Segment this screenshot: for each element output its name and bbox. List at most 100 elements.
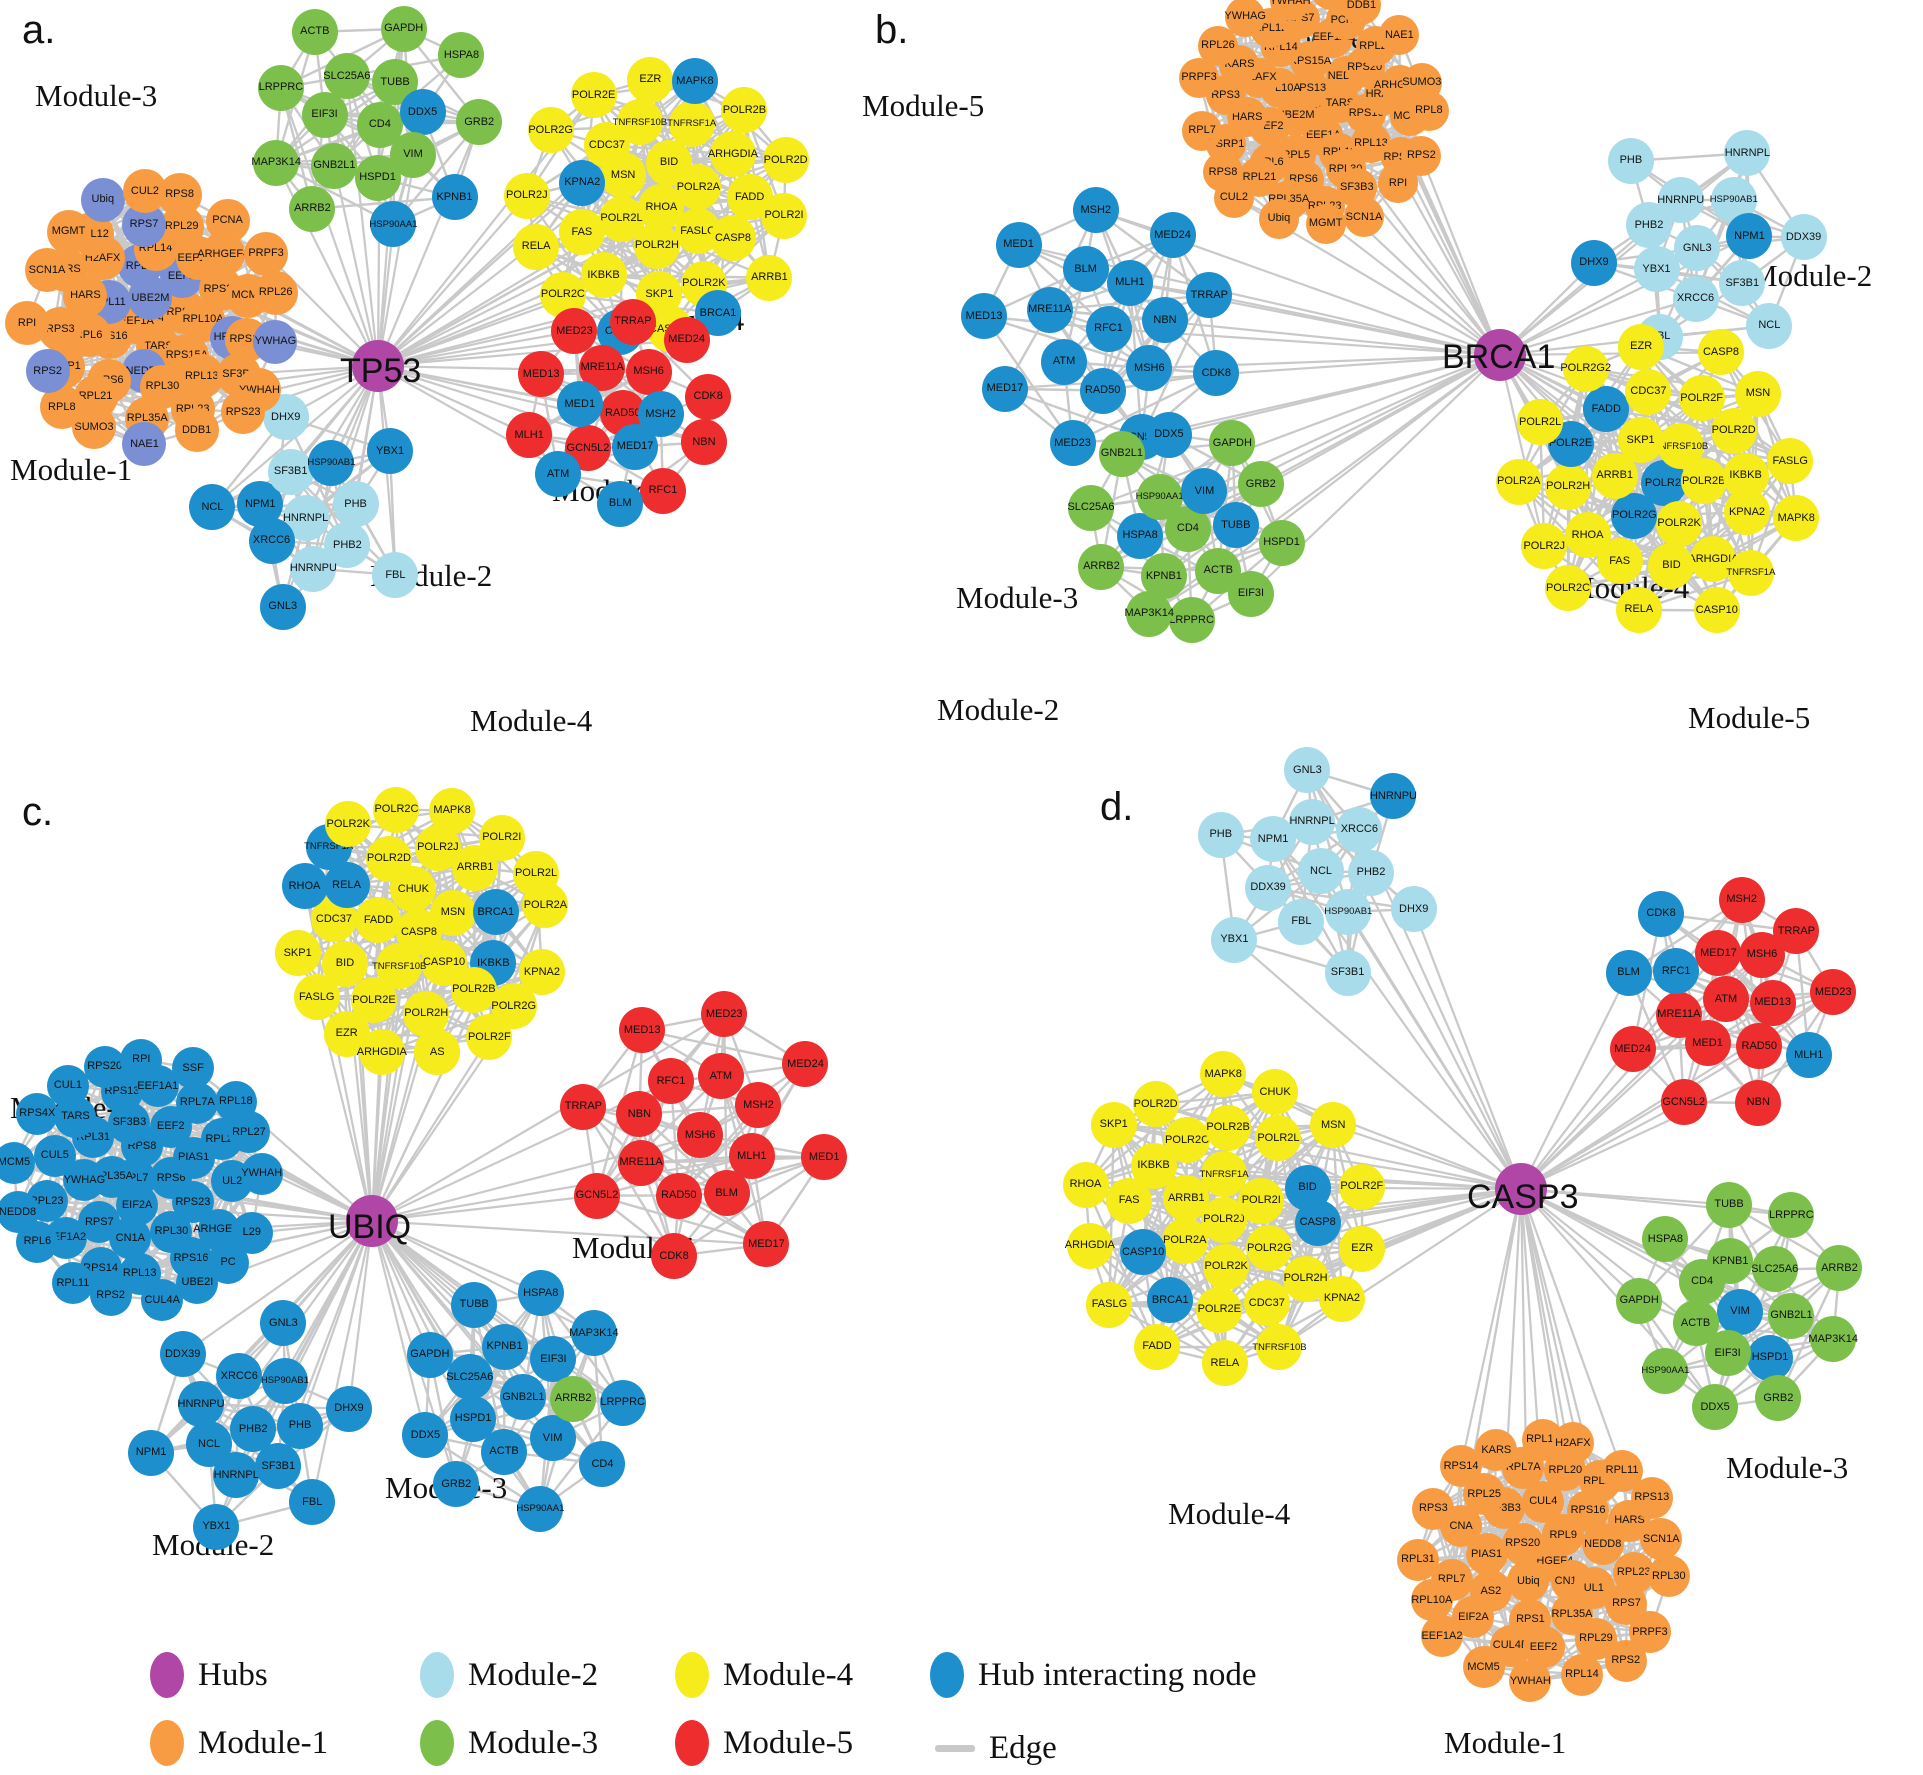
node-tnfrsf1a[interactable]: TNFRSF1A — [667, 101, 716, 148]
node-cul5[interactable]: CUL5 — [33, 1134, 76, 1177]
node-pcna[interactable]: PCNA — [205, 198, 250, 243]
node-hsp90aa1[interactable]: HSP90AA1 — [1136, 473, 1184, 520]
node-hnrnpu[interactable]: HNRNPU — [178, 1381, 225, 1428]
hub-label-brca1[interactable]: BRCA1 — [1442, 338, 1556, 376]
node-ybx1[interactable]: YBX1 — [1633, 246, 1680, 293]
node-casp10[interactable]: CASP10 — [1120, 1229, 1167, 1276]
node-ybx1[interactable]: YBX1 — [193, 1503, 240, 1550]
node-fas[interactable]: FAS — [558, 209, 605, 255]
node-hspa8[interactable]: HSPA8 — [438, 32, 485, 79]
node-gnb2l1[interactable]: GNB2L1 — [1768, 1292, 1815, 1339]
node-rad50[interactable]: RAD50 — [655, 1172, 702, 1219]
node-grb2[interactable]: GRB2 — [1755, 1375, 1802, 1422]
node-map3k14[interactable]: MAP3K14 — [1125, 590, 1174, 637]
node-vim[interactable]: VIM — [389, 131, 436, 178]
node-med24[interactable]: MED24 — [1609, 1026, 1656, 1073]
node-atm[interactable]: ATM — [1702, 976, 1749, 1022]
node-ddx39[interactable]: DDX39 — [159, 1331, 206, 1378]
node-ncl[interactable]: NCL — [189, 484, 236, 531]
node-polr2d[interactable]: POLR2D — [762, 137, 809, 184]
node-hspd1[interactable]: HSPD1 — [1258, 519, 1305, 566]
node-polr2f[interactable]: POLR2F — [466, 1014, 513, 1061]
node-eef1a2[interactable]: EEF1A2 — [1420, 1615, 1463, 1658]
node-med24[interactable]: MED24 — [663, 316, 710, 363]
node-mapk8[interactable]: MAPK8 — [1200, 1051, 1247, 1098]
node-hnrnpu[interactable]: HNRNPU — [1657, 177, 1704, 224]
node-msh6[interactable]: MSH6 — [1126, 345, 1173, 392]
node-dhx9[interactable]: DHX9 — [1390, 886, 1437, 933]
node-ncl[interactable]: NCL — [1298, 848, 1345, 895]
node-slc25a6[interactable]: SLC25A6 — [1067, 484, 1115, 531]
node-polr2b[interactable]: POLR2B — [1680, 458, 1727, 505]
node-actb[interactable]: ACTB — [1672, 1300, 1719, 1347]
node-polr2k[interactable]: POLR2K — [325, 801, 372, 848]
node-xrcc6[interactable]: XRCC6 — [216, 1353, 263, 1400]
node-polr2j[interactable]: POLR2J — [1521, 523, 1568, 570]
node-faslg[interactable]: FASLG — [293, 974, 340, 1021]
node-hspa8[interactable]: HSPA8 — [1642, 1216, 1689, 1263]
node-cdk8[interactable]: CDK8 — [651, 1233, 698, 1280]
hub-label-tp53[interactable]: TP53 — [340, 352, 422, 390]
node-rps3[interactable]: RPS3 — [1412, 1487, 1455, 1530]
node-hspa8[interactable]: HSPA8 — [1117, 512, 1164, 559]
node-arrb2[interactable]: ARRB2 — [1816, 1245, 1863, 1292]
node-med1[interactable]: MED1 — [801, 1134, 848, 1181]
node-atm[interactable]: ATM — [1041, 338, 1088, 385]
node-map3k14[interactable]: MAP3K14 — [251, 139, 301, 186]
node-hspd1[interactable]: HSPD1 — [450, 1395, 497, 1442]
node-polr2l[interactable]: POLR2L — [598, 195, 645, 242]
node-polr2a[interactable]: POLR2A — [1495, 458, 1542, 505]
node-eif3i[interactable]: EIF3I — [301, 91, 348, 138]
node-atm[interactable]: ATM — [535, 451, 582, 498]
node-rpl14[interactable]: RPL14 — [1560, 1653, 1603, 1696]
node-polr2i[interactable]: POLR2I — [761, 192, 808, 239]
node-fbl[interactable]: FBL — [289, 1479, 336, 1526]
node-ddx39[interactable]: DDX39 — [1780, 214, 1827, 261]
node-slc25a6[interactable]: SLC25A6 — [1751, 1246, 1798, 1293]
node-cdk8[interactable]: CDK8 — [1638, 890, 1685, 937]
node-prpf3[interactable]: PRPF3 — [244, 231, 289, 276]
node-polr2f[interactable]: POLR2F — [1338, 1163, 1385, 1210]
node-rpl30[interactable]: RPL30 — [1647, 1555, 1690, 1597]
node-rpl11[interactable]: RPL11 — [51, 1262, 94, 1305]
node-casp10[interactable]: CASP10 — [1693, 587, 1740, 634]
node-polr2i[interactable]: POLR2I — [1238, 1177, 1285, 1224]
node-scn1a[interactable]: SCN1A — [1640, 1518, 1683, 1561]
node-polr2b[interactable]: POLR2B — [1205, 1104, 1252, 1151]
node-msh2[interactable]: MSH2 — [1072, 187, 1119, 234]
node-polr2a[interactable]: POLR2A — [522, 882, 569, 929]
hub-label-casp3[interactable]: CASP3 — [1467, 1178, 1579, 1216]
node-rpl7[interactable]: RPL7 — [1182, 110, 1223, 151]
node-rfc1[interactable]: RFC1 — [1653, 948, 1700, 995]
node-gcn5l2[interactable]: GCN5L2 — [1660, 1079, 1707, 1126]
node-polr2h[interactable]: POLR2H — [1545, 463, 1592, 510]
node-cdc37[interactable]: CDC37 — [1243, 1280, 1290, 1327]
node-ddx5[interactable]: DDX5 — [399, 89, 446, 136]
node-mre11a[interactable]: MRE11A — [1026, 286, 1073, 333]
node-atm[interactable]: ATM — [697, 1053, 744, 1100]
node-phb[interactable]: PHB — [332, 481, 379, 528]
node-cd4[interactable]: CD4 — [579, 1441, 626, 1488]
node-rfc1[interactable]: RFC1 — [1085, 305, 1132, 352]
node-rpi[interactable]: RPI — [1378, 163, 1419, 204]
node-grb2[interactable]: GRB2 — [456, 99, 503, 146]
node-mre11a[interactable]: MRE11A — [618, 1139, 665, 1186]
node-phb2[interactable]: PHB2 — [1348, 849, 1394, 896]
node-msn[interactable]: MSN — [429, 889, 476, 936]
node-ubiq[interactable]: Ubiq — [1258, 198, 1299, 239]
node-skp1[interactable]: SKP1 — [1090, 1101, 1137, 1148]
node-fadd[interactable]: FADD — [1134, 1323, 1180, 1370]
node-mcm5[interactable]: MCM5 — [1462, 1646, 1505, 1689]
node-ddx5[interactable]: DDX5 — [1692, 1384, 1739, 1431]
node-rpl31[interactable]: RPL31 — [1396, 1538, 1439, 1581]
node-lrpprc[interactable]: LRPPRC — [1168, 597, 1215, 644]
node-hspa8[interactable]: HSPA8 — [517, 1270, 564, 1317]
node-msh6[interactable]: MSH6 — [625, 348, 672, 395]
node-nbn[interactable]: NBN — [1142, 297, 1188, 344]
node-rad50[interactable]: RAD50 — [1079, 367, 1126, 414]
node-chuk[interactable]: CHUK — [1252, 1069, 1299, 1116]
node-ezr[interactable]: EZR — [627, 56, 674, 103]
node-polr2c[interactable]: POLR2C — [1164, 1117, 1211, 1164]
node-lrpprc[interactable]: LRPPRC — [599, 1379, 646, 1426]
hub-label-ubiq[interactable]: UBIQ — [328, 1208, 412, 1246]
